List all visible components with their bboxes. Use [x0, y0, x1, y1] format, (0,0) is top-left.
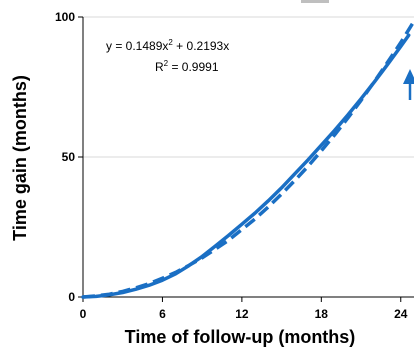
axes [78, 16, 414, 302]
series-group [81, 20, 414, 299]
x-tick-label-0: 0 [80, 307, 87, 321]
series-line-solid [81, 33, 411, 299]
series-line-dashed [82, 20, 414, 299]
x-axis-title: Time of follow-up (months) [125, 327, 356, 347]
cropped-legend-fragment [301, 0, 329, 3]
y-tick-label-0: 0 [68, 290, 75, 304]
equation-prefix: y = 0.1489x [106, 39, 168, 53]
y-tick-label-50: 50 [62, 150, 76, 164]
r2-suffix: = 0.9991 [168, 60, 219, 74]
y-tick-label-100: 100 [55, 10, 75, 24]
r2-superscript: 2 [164, 59, 169, 68]
regression-equation: y = 0.1489x2 + 0.2193x [106, 38, 229, 53]
arrow-up-icon [403, 69, 414, 100]
x-tick-label-24: 24 [394, 307, 408, 321]
equation-superscript: 2 [168, 38, 173, 47]
r2-prefix: R [155, 60, 164, 74]
grid [83, 16, 414, 158]
equation-suffix: + 0.2193x [173, 39, 229, 53]
y-axis-title: Time gain (months) [10, 75, 30, 241]
x-tick-label-18: 18 [315, 307, 329, 321]
x-tick-label-12: 12 [235, 307, 249, 321]
x-tick-label-6: 6 [159, 307, 166, 321]
r-squared: R2 = 0.9991 [155, 59, 219, 74]
tick-labels: 0 50 100 0 6 12 18 24 [55, 10, 408, 321]
